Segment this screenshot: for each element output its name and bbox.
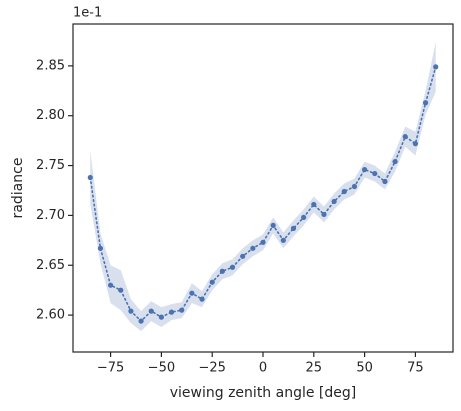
point bbox=[422, 100, 429, 106]
point bbox=[158, 314, 164, 320]
point bbox=[240, 253, 246, 259]
point bbox=[179, 307, 185, 313]
y-offset-label: 1e-1 bbox=[73, 6, 102, 21]
point bbox=[331, 198, 337, 205]
x-tick-label: 50 bbox=[356, 361, 373, 376]
point bbox=[392, 158, 398, 165]
point bbox=[372, 170, 378, 177]
point bbox=[433, 64, 439, 70]
y-tick-label: 2.65 bbox=[36, 258, 65, 273]
point bbox=[270, 222, 276, 228]
point bbox=[341, 188, 347, 195]
point bbox=[97, 245, 104, 251]
y-tick-label: 2.80 bbox=[36, 108, 65, 123]
point bbox=[250, 245, 256, 251]
point bbox=[128, 308, 134, 314]
x-tick-label: −50 bbox=[148, 361, 175, 376]
point bbox=[280, 237, 286, 243]
point bbox=[138, 318, 144, 324]
point bbox=[412, 141, 419, 147]
point bbox=[118, 287, 124, 293]
point bbox=[301, 214, 307, 221]
point bbox=[402, 134, 408, 140]
x-tick-label: −75 bbox=[97, 361, 124, 376]
y-tick-label: 2.75 bbox=[36, 158, 65, 173]
point bbox=[107, 282, 114, 288]
x-tick-label: 25 bbox=[306, 361, 323, 376]
point bbox=[321, 211, 327, 218]
x-tick-label: 0 bbox=[259, 361, 267, 376]
point bbox=[382, 178, 388, 185]
point bbox=[219, 268, 225, 274]
point bbox=[362, 166, 368, 173]
point bbox=[199, 296, 205, 302]
point bbox=[209, 279, 215, 285]
point bbox=[229, 264, 236, 270]
confidence-band bbox=[90, 41, 436, 332]
point bbox=[290, 225, 297, 231]
y-tick-label: 2.85 bbox=[36, 58, 65, 73]
x-axis-label: viewing zenith angle [deg] bbox=[170, 385, 356, 401]
point bbox=[260, 239, 266, 245]
point bbox=[311, 201, 317, 208]
x-tick-label: −25 bbox=[198, 361, 225, 376]
y-axis-label: radiance bbox=[10, 158, 26, 219]
point bbox=[148, 308, 154, 314]
x-tick-label: 75 bbox=[407, 361, 424, 376]
y-tick-label: 2.70 bbox=[36, 208, 65, 223]
point bbox=[168, 309, 175, 315]
point bbox=[189, 290, 195, 296]
y-tick-label: 2.60 bbox=[36, 308, 65, 323]
point bbox=[87, 174, 93, 181]
line bbox=[89, 66, 437, 323]
point bbox=[351, 183, 358, 190]
